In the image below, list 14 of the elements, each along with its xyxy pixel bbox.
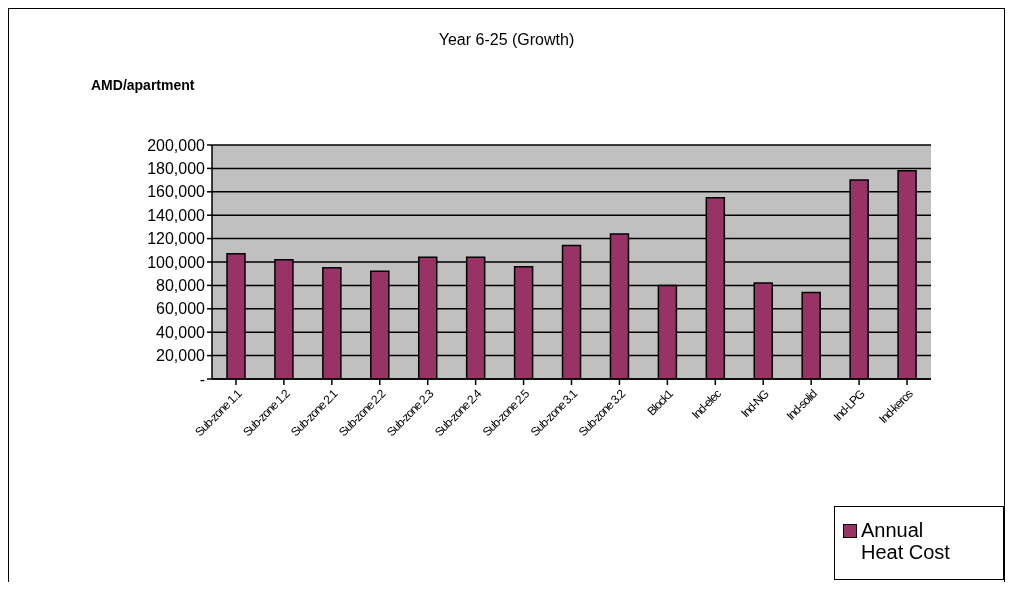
legend-label: Annual Heat Cost: [861, 519, 951, 563]
y-tick-label: 60,000: [156, 300, 206, 318]
y-tick-label: -: [199, 370, 205, 388]
y-tick-label: 40,000: [156, 323, 206, 341]
y-tick-label: 160,000: [147, 183, 206, 201]
y-tick-label: 20,000: [156, 347, 206, 365]
y-tick-label: 180,000: [147, 160, 206, 178]
y-tick-label: 80,000: [156, 277, 206, 295]
y-tick-label: 200,000: [147, 136, 206, 154]
y-tick-label: 140,000: [147, 206, 206, 224]
y-axis-title: AMD/apartment: [91, 77, 195, 93]
y-tick-label: 100,000: [147, 253, 206, 271]
chart-title: Year 6-25 (Growth): [437, 31, 576, 49]
y-tick-label: 120,000: [147, 230, 206, 248]
